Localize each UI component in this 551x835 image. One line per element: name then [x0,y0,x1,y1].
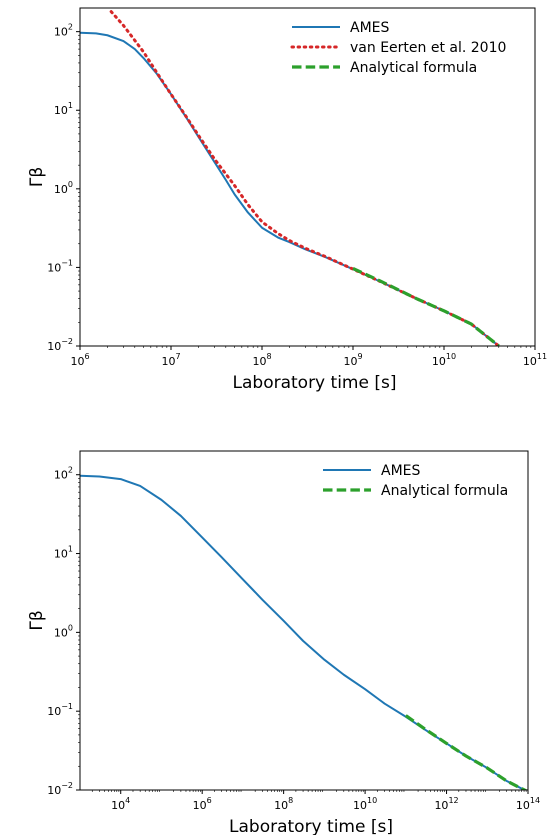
x-tick-label: 108 [274,796,293,812]
x-tick-label: 104 [111,796,130,812]
legend-label-van-eerten-et-al-2010: van Eerten et al. 2010 [350,40,506,56]
x-tick-label: 106 [193,796,212,812]
x-tick-label: 1010 [353,796,377,812]
axes-frame [79,450,529,791]
legend-label-analytical-formula: Analytical formula [350,60,477,76]
x-tick-label: 1010 [432,352,456,368]
series-line-ames [80,31,500,346]
chart-2: 104 106 108 1010 1012 1014 10−2 10−1 100 101 102 La… [27,450,540,835]
y-tick-label: 100 [54,180,73,196]
y-tick-label: 10−2 [47,337,73,353]
x-axis-label: Laboratory time [s] [233,373,397,393]
chart-1: 106 107 108 109 1010 1011 10−2 10−1 100 101 102 Lab… [27,7,547,393]
x-tick-label: 109 [343,352,362,368]
x-tick-label: 1014 [516,796,540,812]
y-tick-label: 102 [54,466,73,482]
series-line-van-eerten-et-al-2010 [109,10,501,346]
x-tick-label: 106 [70,352,89,368]
y-tick-label: 10−1 [47,258,73,274]
legend-label-ames: AMES [350,20,390,36]
legend-label-ames: AMES [381,463,421,479]
y-tick-label: 10−1 [47,702,73,718]
legend: AMES van Eerten et al. 2010 Analytical for… [290,20,506,76]
legend-label-analytical-formula: Analytical formula [381,483,508,499]
axes-frame [79,7,536,347]
plot-area [80,474,528,790]
x-tick-label: 108 [252,352,271,368]
plot-area [80,10,501,346]
series-line-ames [80,474,527,790]
y-tick-label: 10−2 [47,781,73,797]
series-line-analytical-formula [404,714,528,790]
x-tick-label: 1011 [523,352,547,368]
y-tick-label: 102 [54,23,73,39]
y-tick-label: 100 [54,623,73,639]
x-tick-label: 1012 [434,796,458,812]
y-axis-label: Γβ [27,610,47,630]
y-tick-label: 101 [54,101,73,117]
y-axis-label: Γβ [27,167,47,187]
x-axis-label: Laboratory time [s] [229,817,393,835]
x-tick-label: 107 [161,352,180,368]
y-tick-label: 101 [54,545,73,561]
series-line-analytical-formula [352,266,500,346]
legend: AMES Analytical formula [323,463,508,499]
